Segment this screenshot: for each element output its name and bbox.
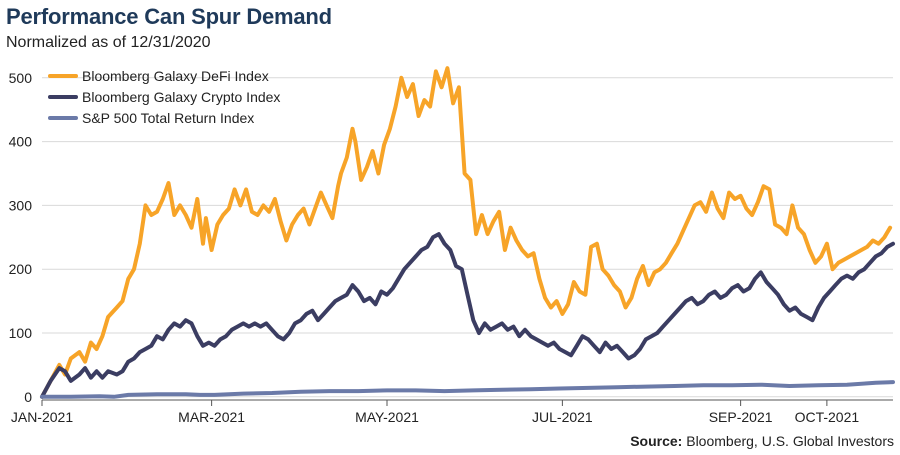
y-tick-label: 200 — [9, 261, 33, 277]
source-text: Bloomberg, U.S. Global Investors — [682, 433, 894, 449]
y-tick-label: 500 — [9, 70, 33, 86]
chart-title: Performance Can Spur Demand — [6, 4, 332, 29]
x-tick-label: JUL-2021 — [532, 409, 593, 425]
series-line-2 — [40, 380, 895, 399]
source-note: Source: Bloomberg, U.S. Global Investors — [630, 433, 894, 449]
y-tick-label: 400 — [9, 134, 33, 150]
series-line-0 — [40, 66, 893, 399]
legend-label: S&P 500 Total Return Index — [82, 110, 254, 126]
y-tick-label: 0 — [24, 389, 32, 405]
series-line-1 — [40, 232, 895, 399]
x-tick-label: OCT-2021 — [795, 409, 860, 425]
y-tick-label: 100 — [9, 325, 33, 341]
chart-subtitle: Normalized as of 12/31/2020 — [6, 34, 211, 51]
legend-label: Bloomberg Galaxy Crypto Index — [82, 89, 280, 105]
x-tick-label: JAN-2021 — [11, 409, 73, 425]
x-tick-label: MAR-2021 — [178, 409, 245, 425]
source-label: Source: — [630, 433, 683, 449]
x-tick-label: SEP-2021 — [709, 409, 773, 425]
x-tick-label: MAY-2021 — [355, 409, 419, 425]
y-tick-label: 300 — [9, 197, 33, 213]
legend-label: Bloomberg Galaxy DeFi Index — [82, 68, 269, 84]
